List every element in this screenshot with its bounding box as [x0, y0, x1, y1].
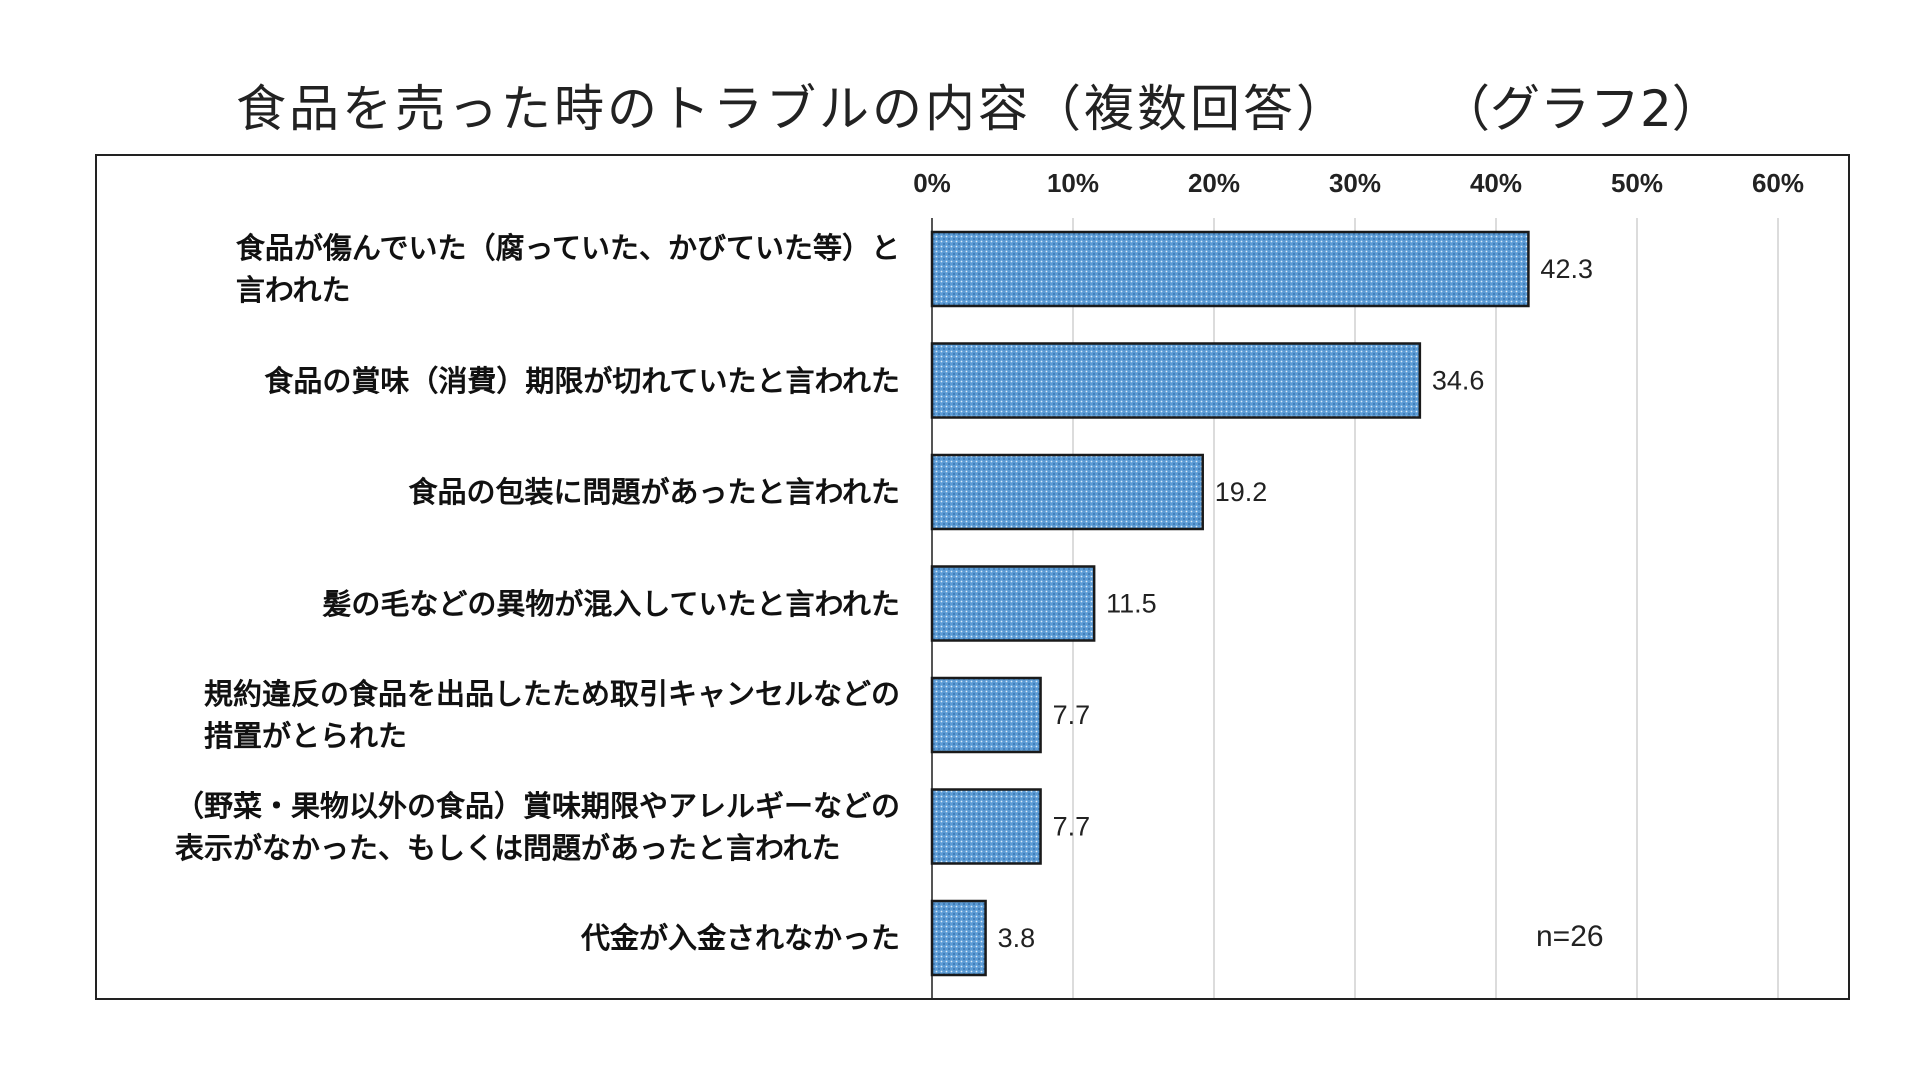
category-label: 髪の毛などの異物が混入していたと言われた [322, 586, 900, 621]
chart-frame [95, 154, 1850, 1000]
data-label: 11.5 [1106, 589, 1157, 619]
x-tick-label: 60% [1752, 168, 1804, 198]
sample-size-note: n=26 [1536, 920, 1604, 953]
category-label: 代金が入金されなかった [580, 921, 900, 955]
bar [930, 899, 987, 977]
bar [930, 676, 1042, 754]
data-label: 7.7 [1053, 812, 1091, 842]
category-label: （野菜・果物以外の食品）賞味期限やアレルギーなどの 表示がなかった、もしくは問題… [174, 788, 900, 865]
x-tick-label: 0% [913, 168, 951, 198]
graph-number: （グラフ2） [1440, 80, 1722, 138]
category-label: 規約違反の食品を出品したため取引キャンセルなどの 措置がとられた [203, 677, 900, 753]
category-label: 食品が傷んでいた（腐っていた、かびていた等）と 言われた [235, 231, 900, 307]
x-tick-label: 30% [1329, 168, 1381, 198]
category-label: 食品の賞味（消費）期限が切れていたと言われた [264, 363, 900, 398]
chart-title: 食品を売った時のトラブルの内容（複数回答） [236, 80, 1349, 138]
bar [930, 230, 1530, 308]
data-label: 19.2 [1215, 477, 1268, 507]
data-label: 34.6 [1432, 366, 1485, 396]
bar [930, 788, 1042, 865]
x-tick-label: 20% [1188, 168, 1240, 198]
data-label: 42.3 [1540, 254, 1593, 284]
bar [930, 565, 1096, 642]
data-label: 7.7 [1053, 700, 1091, 730]
bar [930, 342, 1422, 419]
category-label: 食品の包装に問題があったと言われた [408, 475, 900, 509]
data-label: 3.8 [998, 923, 1036, 953]
x-tick-label: 40% [1470, 168, 1522, 198]
x-tick-label: 10% [1047, 168, 1099, 198]
bar [930, 453, 1204, 531]
x-tick-label: 50% [1611, 168, 1663, 198]
